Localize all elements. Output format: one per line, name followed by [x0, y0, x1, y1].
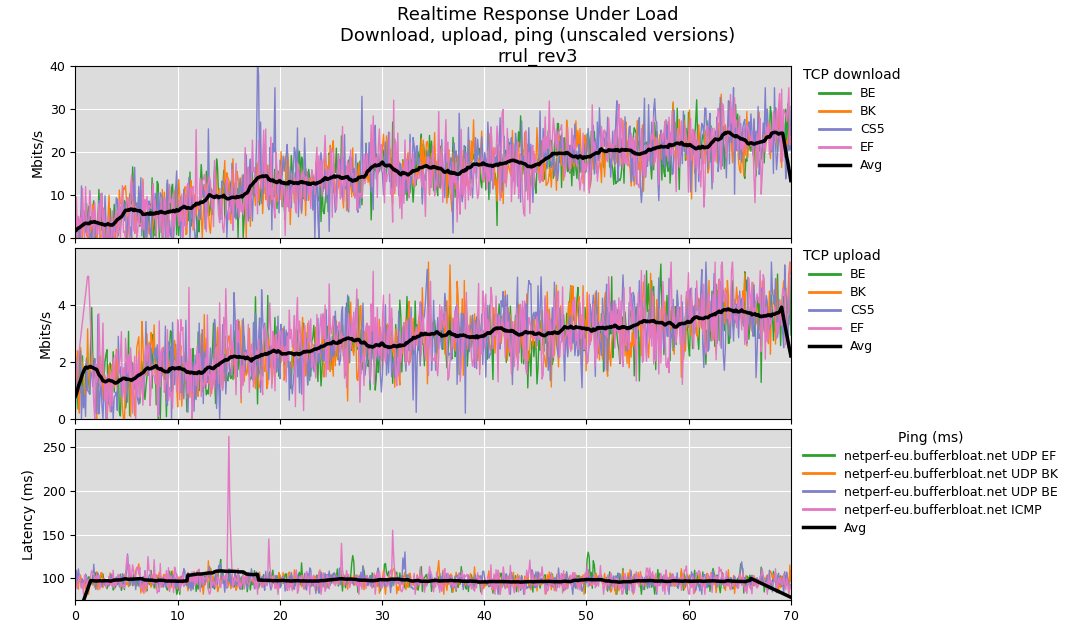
- Text: Realtime Response Under Load
Download, upload, ping (unscaled versions)
rrul_rev: Realtime Response Under Load Download, u…: [340, 6, 736, 66]
- Y-axis label: Mbits/s: Mbits/s: [30, 128, 44, 176]
- Legend: BE, BK, CS5, EF, Avg: BE, BK, CS5, EF, Avg: [798, 63, 906, 177]
- Y-axis label: Latency (ms): Latency (ms): [23, 470, 37, 560]
- Legend: netperf-eu.bufferbloat.net UDP EF, netperf-eu.bufferbloat.net UDP BK, netperf-eu: netperf-eu.bufferbloat.net UDP EF, netpe…: [798, 426, 1063, 540]
- Legend: BE, BK, CS5, EF, Avg: BE, BK, CS5, EF, Avg: [798, 245, 886, 358]
- Y-axis label: Mbits/s: Mbits/s: [38, 309, 52, 358]
